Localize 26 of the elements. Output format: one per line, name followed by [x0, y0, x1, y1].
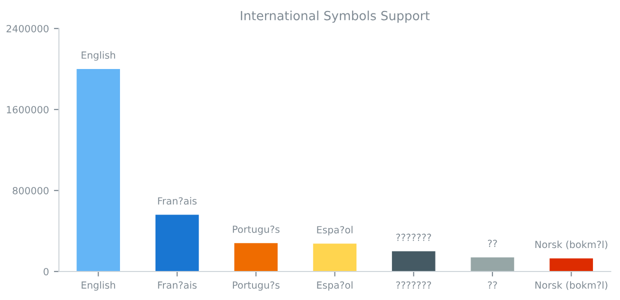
bar — [550, 258, 593, 272]
data-label: Norsk (bokm?l) — [535, 240, 608, 250]
x-tick-label: Portugu?s — [232, 281, 280, 291]
data-label: English — [82, 51, 116, 61]
y-tick-label: 800000 — [12, 186, 49, 194]
bar — [470, 257, 514, 272]
x-tick-label: ??????? — [396, 281, 432, 289]
x-tick-label: English — [82, 281, 116, 291]
chart-title: International Symbols Support — [240, 10, 430, 23]
x-tick-label: Norsk (bokm?l) — [535, 281, 608, 290]
bar — [234, 243, 278, 272]
data-label: Fran?ais — [158, 197, 197, 205]
x-tick-label: ?? — [488, 281, 497, 289]
data-label: ??????? — [396, 234, 432, 241]
bar — [76, 69, 120, 272]
x-tick-label: Fran?ais — [158, 281, 197, 289]
bar — [392, 251, 436, 272]
data-label: ?? — [488, 240, 497, 247]
y-tick-label: 1600000 — [6, 106, 49, 114]
bar — [313, 244, 356, 272]
x-tick-label: Espa?ol — [317, 281, 352, 291]
bar — [155, 214, 199, 272]
data-label: Espa?ol — [317, 226, 352, 236]
y-tick-label: 0 — [44, 268, 49, 276]
data-label: Portugu?s — [232, 226, 280, 235]
y-tick-label: 2400000 — [6, 24, 49, 32]
